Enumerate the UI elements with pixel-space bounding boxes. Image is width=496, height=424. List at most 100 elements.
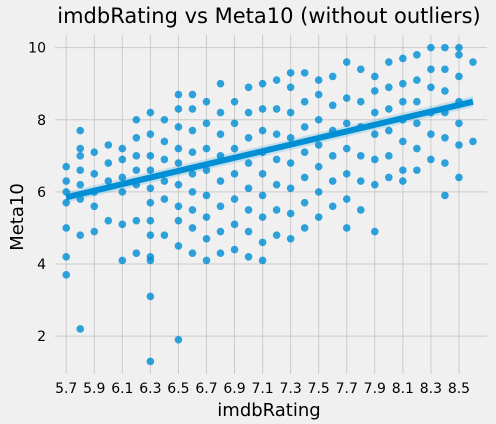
x-tick-label: 5.9 <box>83 381 105 397</box>
data-point <box>160 231 169 239</box>
data-point <box>146 184 155 193</box>
data-point <box>385 105 393 113</box>
x-tick-label: 8.5 <box>448 381 470 397</box>
data-point <box>146 130 155 138</box>
data-point <box>146 292 155 301</box>
data-point <box>244 108 253 117</box>
data-point <box>258 105 267 113</box>
data-point <box>370 130 379 138</box>
data-point <box>286 133 295 142</box>
data-point <box>216 227 225 236</box>
data-point <box>455 119 463 128</box>
data-point <box>62 198 71 207</box>
data-point <box>174 202 183 211</box>
data-point <box>427 65 435 74</box>
data-point <box>76 126 85 135</box>
data-point <box>118 188 127 196</box>
data-point <box>399 54 407 63</box>
y-tick-label: 8 <box>37 113 46 129</box>
data-point <box>356 97 365 106</box>
data-point <box>62 162 71 171</box>
data-point <box>328 202 337 211</box>
data-point <box>370 72 379 81</box>
data-point <box>342 94 351 102</box>
x-tick-label: 8.3 <box>420 381 442 397</box>
data-point <box>441 65 449 74</box>
data-point <box>216 177 225 185</box>
data-point <box>258 170 267 178</box>
data-point <box>104 141 113 149</box>
data-point <box>174 335 183 344</box>
data-point <box>328 177 337 185</box>
data-point <box>216 79 225 88</box>
data-point <box>216 108 225 117</box>
data-point <box>286 234 295 243</box>
data-point <box>146 108 155 117</box>
data-point <box>413 97 421 106</box>
data-point <box>300 224 309 232</box>
data-point <box>370 227 379 236</box>
data-point <box>62 271 71 279</box>
data-point <box>132 216 141 225</box>
data-point <box>328 72 337 81</box>
x-tick-labels: 5.7 5.9 6.1 6.3 6.5 6.7 6.9 7.1 7.3 7.5 7.7 7.9 8.1 8… <box>55 381 470 397</box>
data-point <box>300 198 309 207</box>
data-point <box>146 357 155 366</box>
data-point <box>188 126 197 135</box>
data-point <box>441 159 449 167</box>
data-point <box>399 177 407 185</box>
x-tick-label: 6.5 <box>167 381 189 397</box>
data-point <box>441 87 449 95</box>
data-point <box>370 155 379 164</box>
x-tick-label: 6.3 <box>139 381 161 397</box>
data-point <box>399 166 407 175</box>
data-point <box>118 144 127 153</box>
data-point <box>272 206 281 214</box>
data-point <box>146 231 155 239</box>
y-tick-label: 6 <box>37 185 46 201</box>
data-point <box>244 83 253 92</box>
data-point <box>272 180 281 189</box>
data-point <box>385 173 393 182</box>
data-point <box>104 177 113 185</box>
data-point <box>258 126 267 135</box>
data-point <box>399 97 407 106</box>
y-tick-label: 10 <box>28 41 46 57</box>
data-point <box>118 220 127 229</box>
data-point <box>314 90 323 99</box>
data-point <box>132 249 141 257</box>
data-point <box>272 130 281 138</box>
x-axis-label: imdbRating <box>217 400 320 421</box>
x-tick-label: 7.5 <box>308 381 330 397</box>
regression-line <box>65 98 474 201</box>
data-point <box>258 213 267 221</box>
data-point <box>427 155 435 164</box>
data-point <box>356 65 365 74</box>
data-point <box>90 148 99 157</box>
data-point <box>188 170 197 178</box>
data-point <box>356 206 365 214</box>
data-point <box>202 256 211 265</box>
data-point <box>160 177 169 185</box>
x-tick-label: 7.7 <box>336 381 358 397</box>
data-point <box>62 224 71 232</box>
data-point <box>188 224 197 232</box>
data-point <box>413 51 421 59</box>
data-point <box>413 166 421 175</box>
data-point <box>202 234 211 243</box>
data-point <box>118 155 127 164</box>
x-tick-label: 6.1 <box>111 381 133 397</box>
data-point <box>300 173 309 182</box>
data-point <box>76 152 85 160</box>
data-point <box>342 170 351 178</box>
data-point <box>146 252 155 261</box>
y-tick-label: 2 <box>37 329 46 345</box>
data-point <box>469 137 477 146</box>
data-point <box>174 159 183 167</box>
data-point <box>455 72 463 81</box>
data-point <box>188 105 197 113</box>
data-point <box>441 43 449 52</box>
data-point <box>174 90 183 99</box>
data-point <box>413 76 421 84</box>
data-point <box>230 119 239 128</box>
